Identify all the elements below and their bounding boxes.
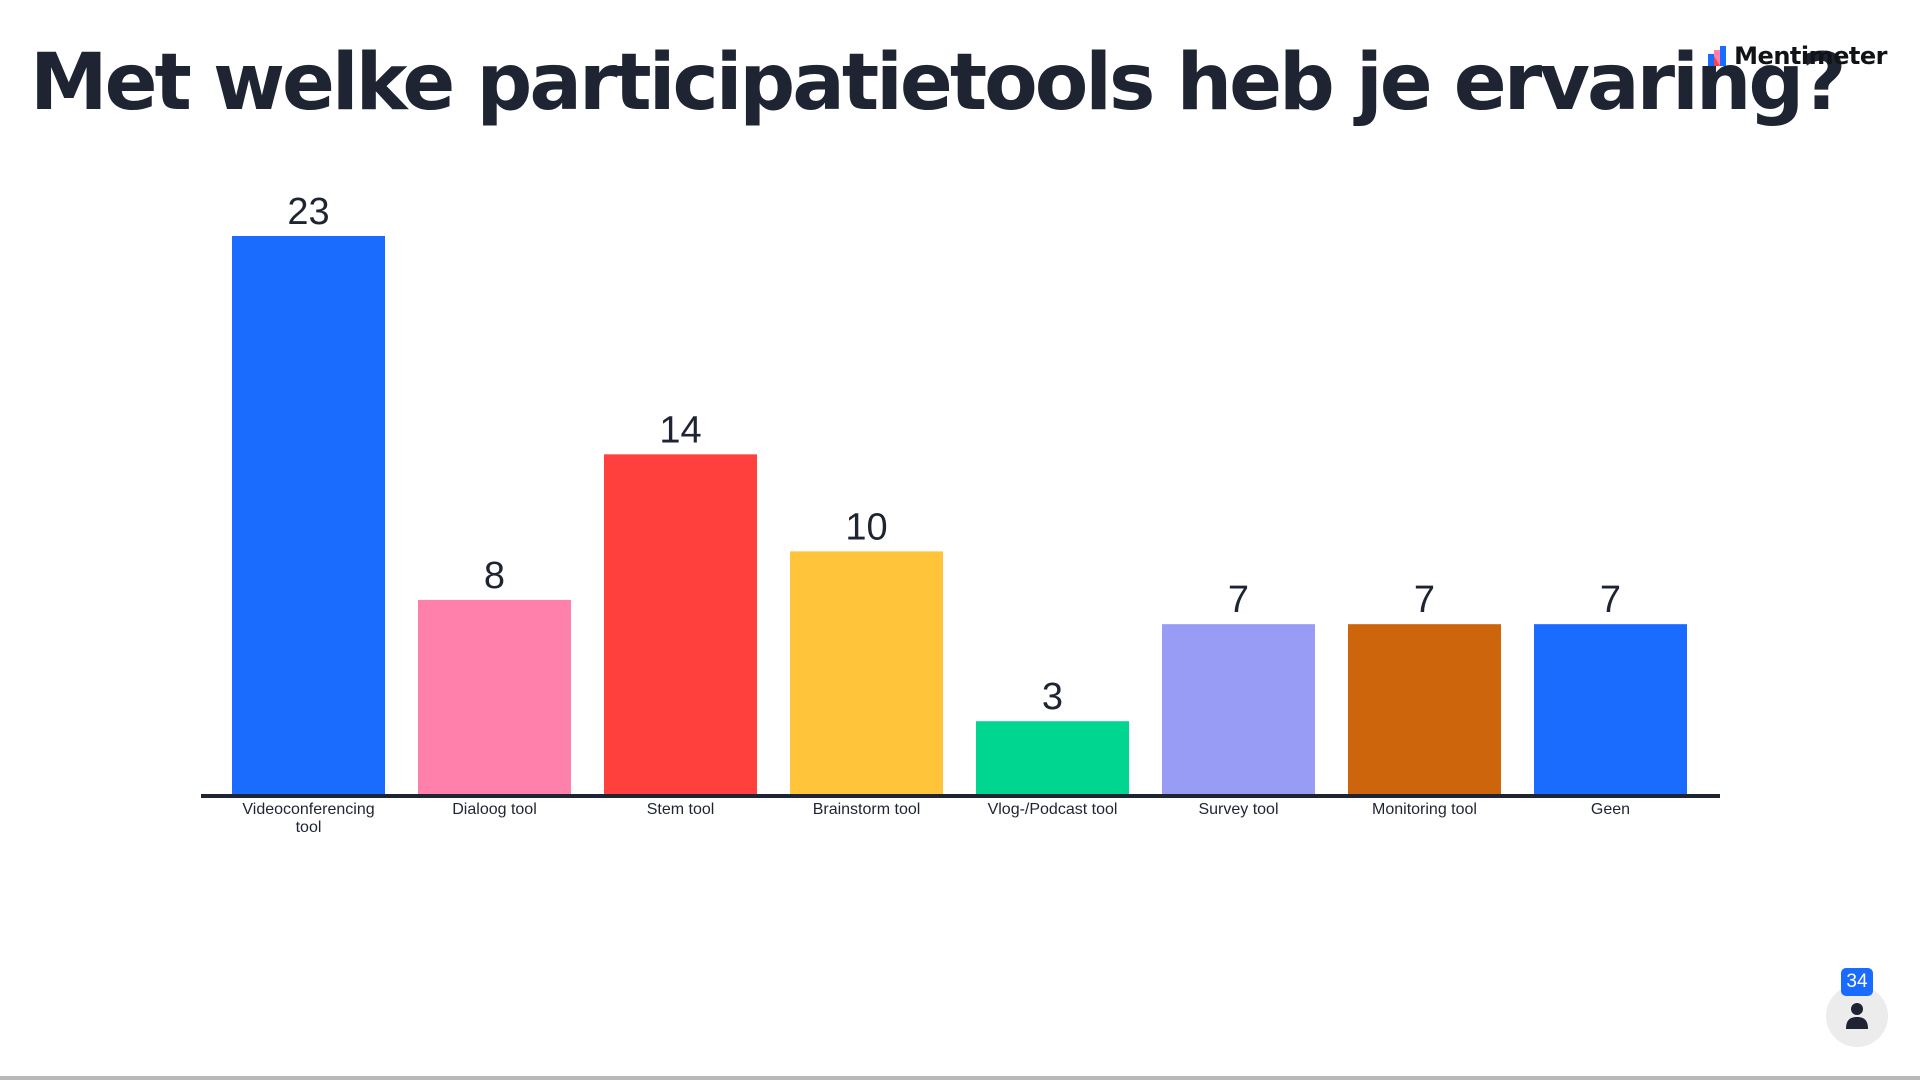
bar <box>418 599 571 794</box>
participant-count-badge: 34 <box>1841 968 1873 996</box>
bottom-divider <box>0 1076 1920 1080</box>
category-label: Survey tool <box>1198 801 1278 818</box>
bar-value-label: 7 <box>1600 579 1621 621</box>
category-label: Brainstorm tool <box>813 801 921 818</box>
page-title: Met welke participatietools heb je ervar… <box>30 38 1846 128</box>
category-label: Vlog-/Podcast tool <box>988 801 1118 818</box>
category-label: Videoconferencing tool <box>242 801 374 836</box>
mentimeter-logo-icon <box>1708 46 1727 66</box>
category-label: Dialoog tool <box>452 801 537 818</box>
bar <box>1348 624 1501 794</box>
bar-value-label: 23 <box>287 191 329 233</box>
participants-button[interactable] <box>1826 985 1888 1047</box>
bar-value-label: 3 <box>1042 676 1063 718</box>
bar-value-label: 8 <box>484 555 505 597</box>
bar-chart: 23 Videoconferencing tool 8 Dialoog tool 14 St… <box>201 191 1720 836</box>
bar <box>1534 624 1687 794</box>
bar <box>1162 624 1315 794</box>
brand: Mentimeter <box>1708 42 1887 70</box>
category-label: Geen <box>1591 801 1630 818</box>
brand-name: Mentimeter <box>1734 42 1887 70</box>
category-label: Stem tool <box>647 801 715 818</box>
bar <box>604 454 757 794</box>
bar <box>976 721 1129 794</box>
bar-value-label: 7 <box>1414 579 1435 621</box>
bar <box>232 236 385 794</box>
bar-value-label: 10 <box>845 506 887 548</box>
bar-value-label: 14 <box>659 409 701 451</box>
bar <box>790 551 943 794</box>
bar-value-label: 7 <box>1228 579 1249 621</box>
category-label: Monitoring tool <box>1372 801 1477 818</box>
person-icon <box>1846 1003 1868 1029</box>
